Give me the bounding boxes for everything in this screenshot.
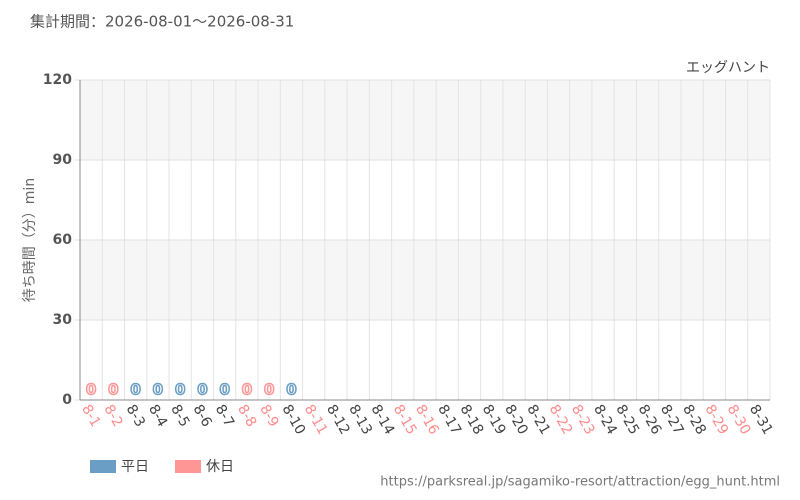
x-tick-label: 8-6 [189,402,214,430]
y-axis-label: 待ち時間（分）min [22,178,38,302]
data-label: 0 [264,381,274,399]
legend-label: 休日 [206,459,234,475]
data-label: 0 [219,381,229,399]
data-label: 0 [108,381,118,399]
y-tick-label: 30 [53,312,73,328]
y-tick-label: 120 [43,72,72,88]
y-tick-label: 90 [53,152,73,168]
plot-band [80,80,770,160]
data-label: 0 [242,381,252,399]
legend-label: 平日 [121,459,149,475]
y-tick-label: 60 [53,232,73,248]
x-tick-label: 8-9 [256,402,281,430]
x-tick-label: 8-5 [167,402,192,430]
chart-title: 集計期間：2026-08-01～2026-08-31 [30,13,294,31]
data-label: 0 [130,381,140,399]
source-url: https://parksreal.jp/sagamiko-resort/att… [380,475,780,490]
y-tick-label: 0 [62,392,72,408]
plot-band [80,240,770,320]
x-tick-label: 8-1 [78,402,103,430]
legend-swatch [90,460,116,473]
legend-swatch [175,460,201,473]
x-tick-label: 8-2 [100,402,125,430]
data-label: 0 [153,381,163,399]
x-tick-label: 8-8 [234,402,259,430]
data-label: 0 [197,381,207,399]
x-tick-label: 8-31 [746,402,776,438]
data-label: 0 [86,381,96,399]
x-tick-label: 8-4 [145,402,170,430]
x-tick-label: 8-7 [212,402,237,430]
x-tick-label: 8-3 [123,402,148,430]
data-label: 0 [175,381,185,399]
chart-subtitle: エッグハント [686,60,770,76]
data-label: 0 [286,381,296,399]
